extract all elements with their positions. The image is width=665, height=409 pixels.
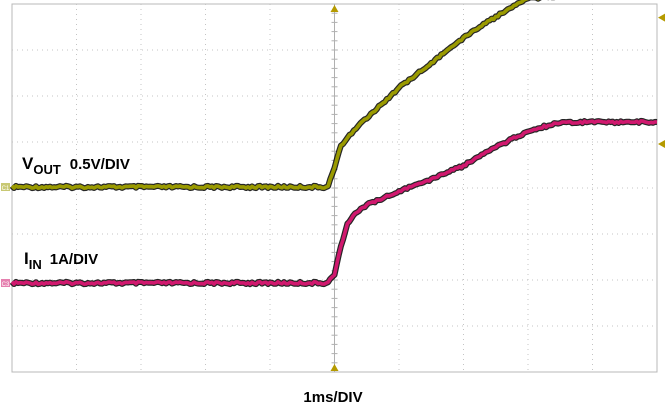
- traces: [9, 0, 658, 288]
- trigger-marker-bottom: [330, 364, 339, 371]
- channel-marker-text: C3: [2, 282, 10, 288]
- vout-trace: [10, 0, 540, 190]
- iin-trace: [10, 119, 658, 287]
- trigger-level-arrow: [658, 13, 665, 22]
- iin-label: IIN 1A/DIV: [24, 249, 98, 272]
- trigger-level-arrow: [658, 140, 665, 148]
- x-axis-label: 1ms/DIV: [303, 389, 362, 406]
- trigger-marker-top: [330, 5, 339, 12]
- markers: C1 C3: [1, 5, 665, 371]
- channel-ground-marker: [1, 279, 10, 287]
- vout-label: VOUT 0.5V/DIV: [22, 154, 130, 177]
- channel-ground-marker: [1, 183, 10, 191]
- channel-marker-text: C1: [2, 186, 10, 192]
